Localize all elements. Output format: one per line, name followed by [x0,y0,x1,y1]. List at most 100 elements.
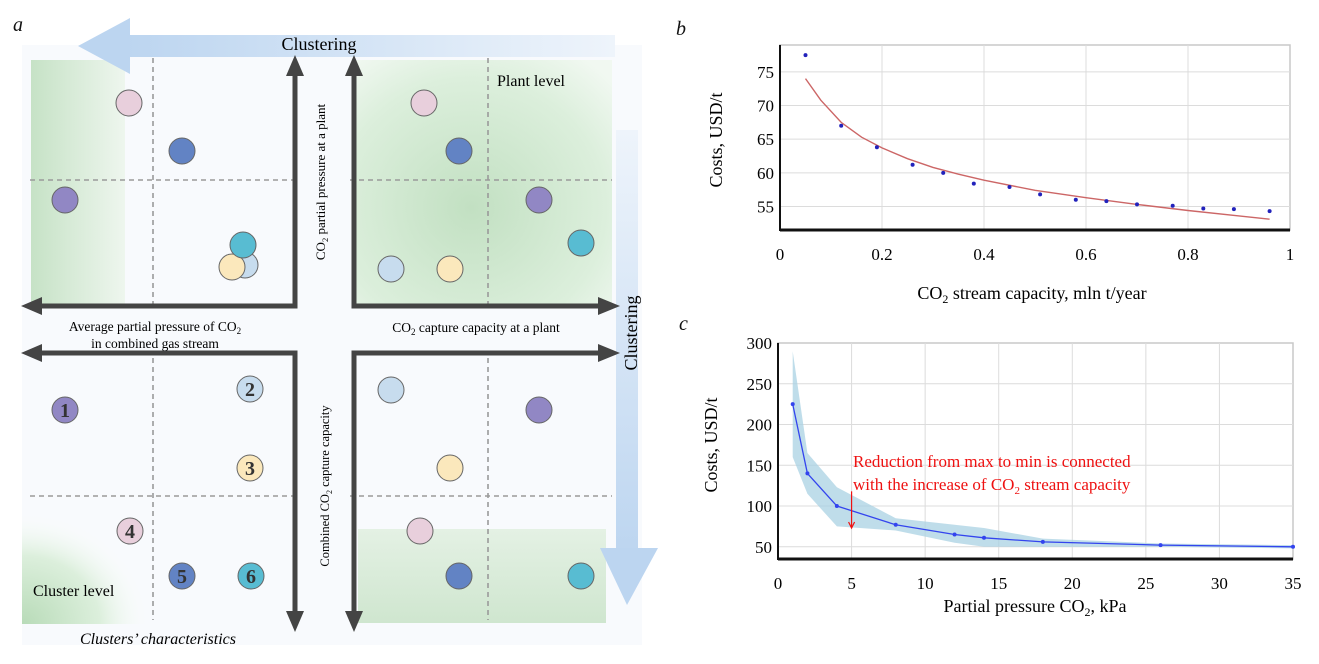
plant-circle-lightblue [377,255,405,283]
chart-b-axes [779,45,1290,232]
x-tick-label: 15 [990,574,1007,593]
data-point [805,471,810,476]
cluster-3-label: 3 [245,458,255,480]
svg-text:Costs, USD/t: Costs, USD/t [701,397,721,492]
arrow-left-icon [21,297,42,315]
clustering-arrow-top [78,18,615,74]
y-tick-label: 65 [757,130,774,149]
data-point [790,402,795,407]
data-point [952,532,957,537]
y-tick-label: 60 [757,164,774,183]
chart-b-fit-curve [804,78,1270,220]
panel-a-letter: a [13,14,23,36]
y-tick-label: 75 [757,63,774,82]
x-tick-label: 0.2 [871,245,892,264]
cluster-4-label: 4 [125,521,135,543]
chart-c-xlabel: Partial pressure CO2, kPa [944,596,1127,619]
data-point [874,145,879,150]
chart-c-ylabel: Costs, USD/t [701,397,721,492]
y-tick-label: 50 [755,538,772,557]
arrow-right-icon [598,344,620,362]
chart-b-points [803,53,1272,214]
plant-circle-pink [410,89,438,117]
chart-c-points [790,402,1295,549]
svg-text:Combined CO2 capture capacity: Combined CO2 capture capacity [318,405,334,567]
arrow-left-icon [21,344,42,362]
chart-b-xlabel: CO2 stream capacity, mln t/year [917,283,1146,306]
bottom-right-plants [377,376,595,590]
x-tick-label: 25 [1137,574,1154,593]
cluster-2-label: 2 [245,379,255,401]
clustering-label-right: Clustering [621,296,641,371]
y-tick-label: 70 [757,97,774,116]
data-point [910,162,915,167]
plant-circle-teal [567,229,595,257]
numbered-clusters [51,375,265,590]
data-point [803,53,808,58]
data-point [1158,543,1163,548]
cluster-2-circle [236,375,264,403]
data-point [982,535,986,540]
plot-area [779,44,1291,231]
plant-circle-blue [168,137,196,165]
y-tick-label: 55 [757,197,774,216]
chart-b-xtick-labels: 0 0.2 0.4 0.6 0.8 1 [776,245,1295,264]
data-point [1267,209,1272,214]
data-point [1007,184,1012,189]
plant-circle-teal [229,231,257,259]
arrow-down-icon [848,521,856,530]
plant-circle-teal [567,562,595,590]
arrow-right-icon [598,297,620,315]
clustering-label-top: Clustering [282,34,357,54]
data-point [1104,199,1109,204]
plant-circle-lightblue [377,376,405,404]
data-point [1170,203,1175,208]
quadrant-gridlines [30,58,612,620]
y-tick-label: 100 [747,497,773,516]
x-tick-label: 20 [1064,574,1081,593]
cluster-6-circle [237,562,265,590]
chart-c-annotation-line2: with the increase of CO2 stream capacity [853,475,1131,497]
green-region-bottom-right [358,529,606,623]
x-tick-label: 0 [774,574,783,593]
y-tick-label: 300 [747,334,773,353]
cluster-5-circle [168,562,196,590]
plant-circle-blue [445,137,473,165]
cluster-5-label: 5 [177,566,187,588]
chart-b-grid [779,44,1291,231]
plant-circle-blue [445,562,473,590]
x-tick-label: 10 [917,574,934,593]
arrow-up-icon [345,55,363,76]
data-point [1135,202,1139,207]
plant-circle-pink [406,517,434,545]
plant-circle-pink [115,89,143,117]
y-tick-label: 250 [747,375,773,394]
data-point [1073,197,1078,202]
x-tick-label: 30 [1211,574,1228,593]
chart-c-ytick-labels: 50 100 150 200 250 300 [747,334,773,557]
chart-c-annotation-arrow [848,491,856,530]
chart-c-xtick-labels: 0 5 10 15 20 25 30 35 [774,574,1302,593]
axis-label-partial-pressure-plant: CO2 partial pressure at a plant [313,104,330,261]
panel-c-letter: c [679,313,688,335]
cluster-3-circle [236,454,264,482]
data-point [893,522,898,527]
data-point [834,504,839,509]
top-right-plants [377,89,595,283]
svg-text:Costs, USD/t: Costs, USD/t [706,92,726,187]
panel-a-diagram: 1 2 3 4 5 6 Clustering Plant level Clust… [21,18,658,648]
plant-circle-purple [51,186,79,214]
cluster-1-circle [51,396,79,424]
plant-level-label: Plant level [497,73,566,90]
x-tick-label: 0.6 [1075,245,1096,264]
green-region-top-left [31,60,125,306]
plant-circle-purple [525,186,553,214]
axis-label-capture-capacity-plant: CO2 capture capacity at a plant [392,320,560,337]
axis-arrowheads [21,55,620,632]
axis-label-combined-gas-stream: in combined gas stream [91,336,219,351]
y-tick-label: 150 [747,456,773,475]
chart-c-annotation-line1: Reduction from max to min is connected [853,452,1131,471]
cluster-4-circle [116,517,144,545]
x-tick-label: 1 [1286,245,1295,264]
